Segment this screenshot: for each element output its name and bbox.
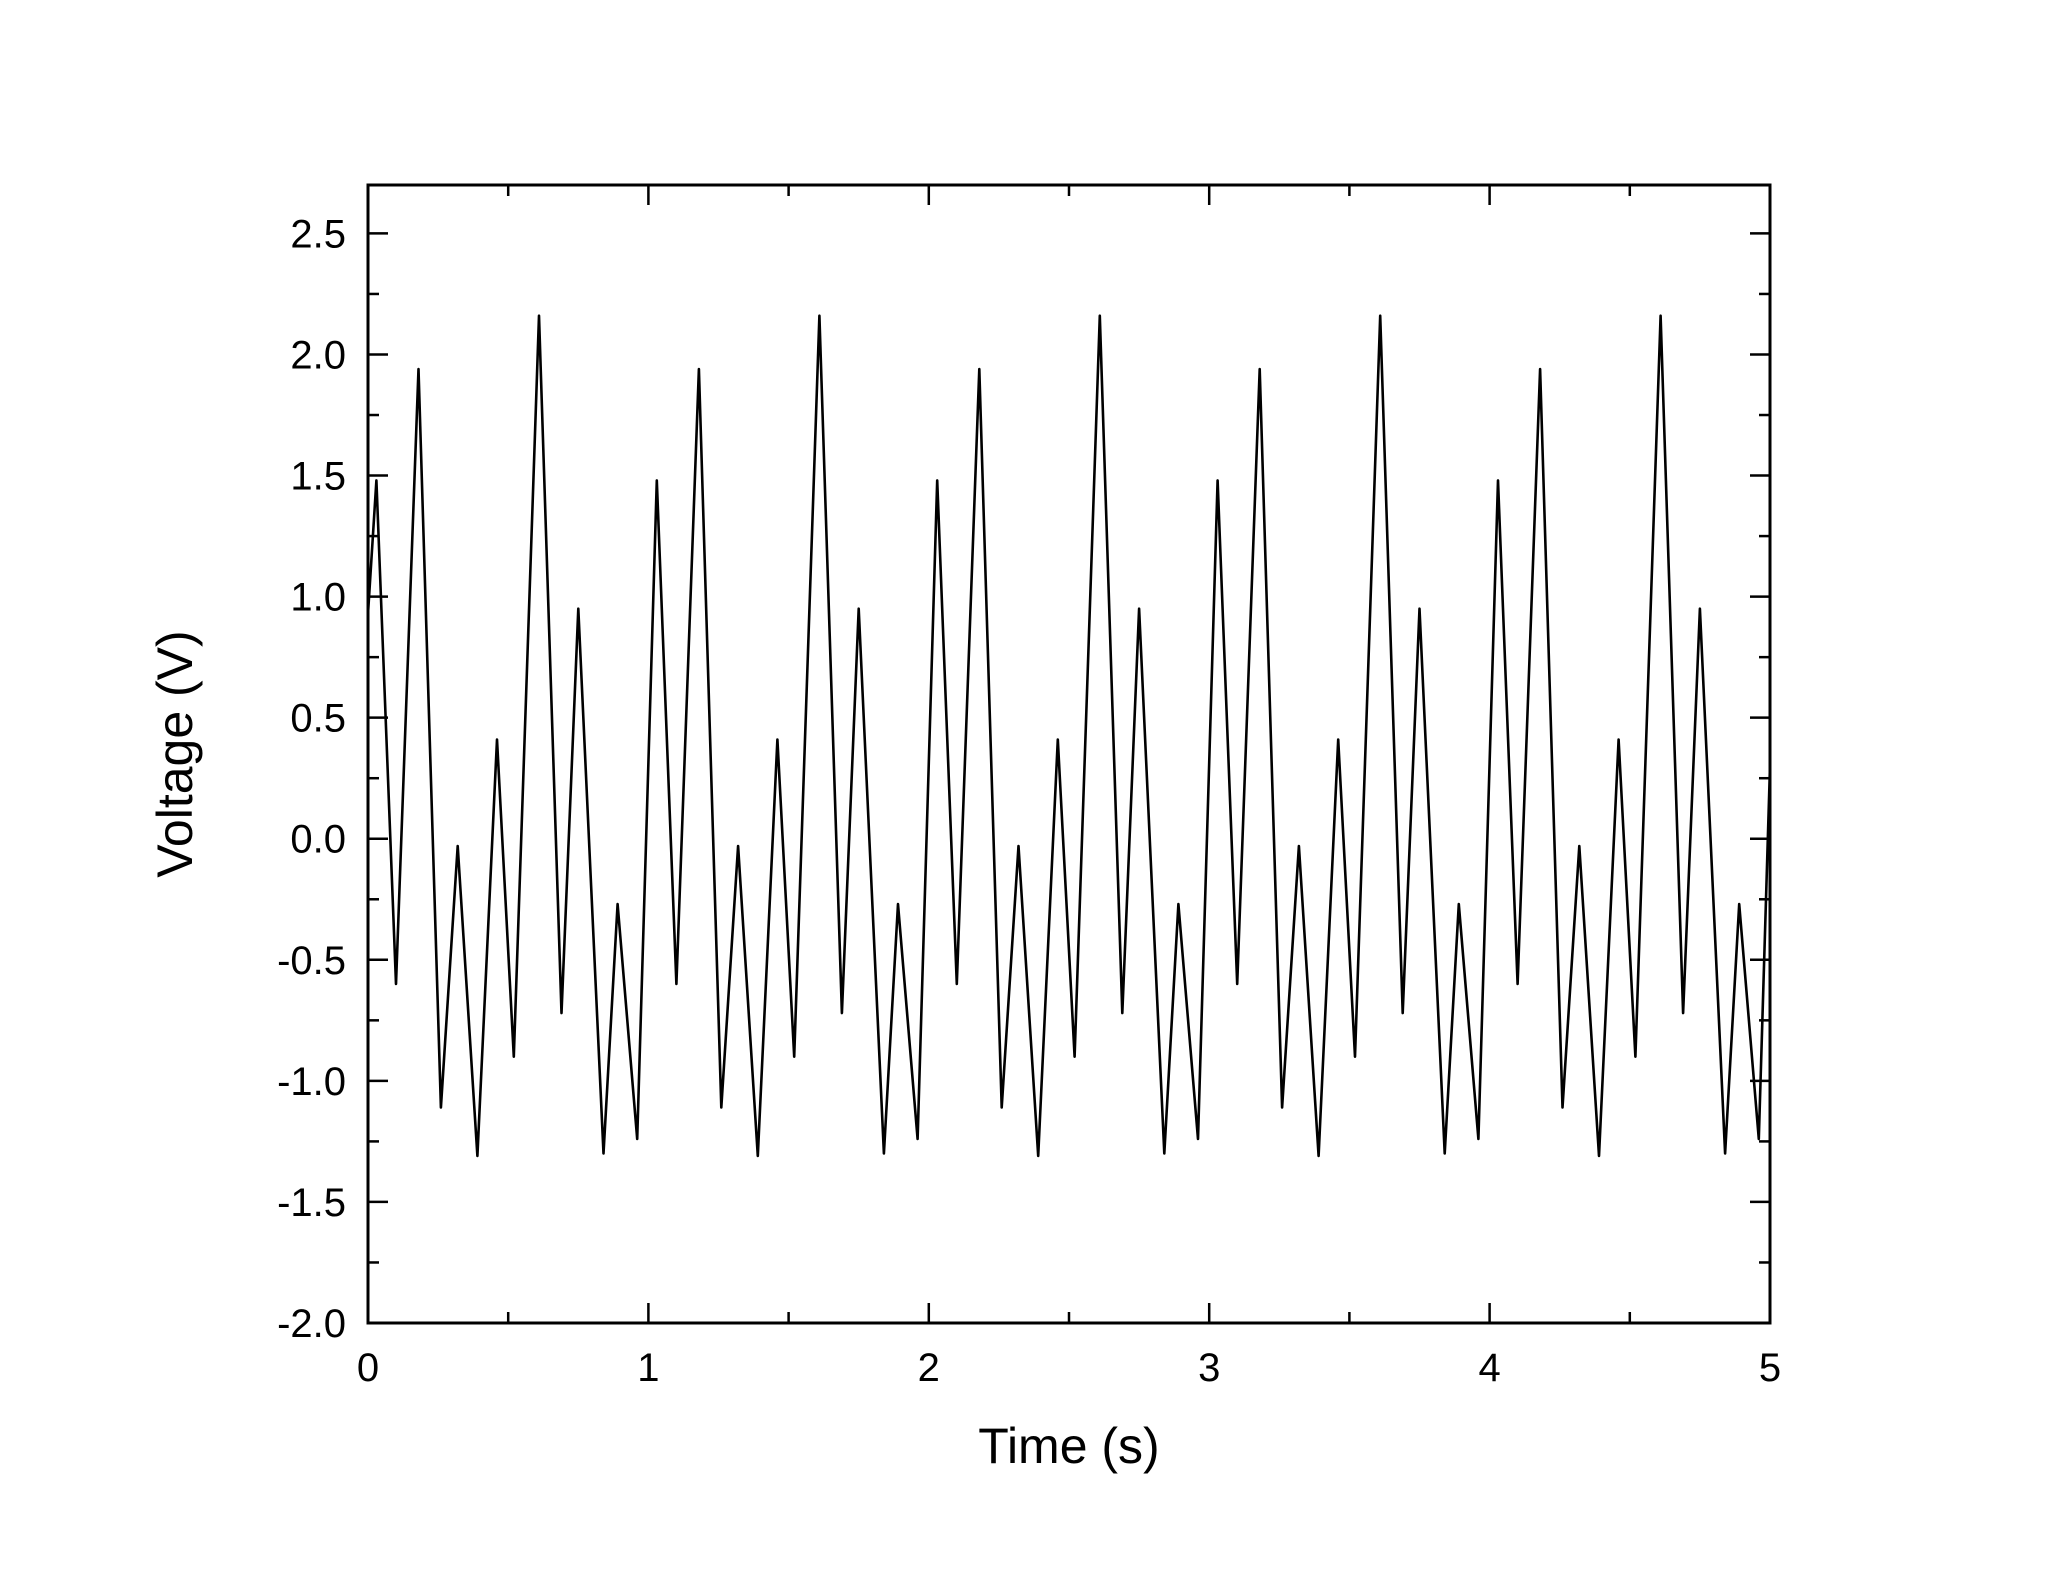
y-tick-label: 1.0 bbox=[290, 576, 346, 620]
y-tick-label: 2.0 bbox=[290, 333, 346, 377]
y-tick-label: 1.5 bbox=[290, 455, 346, 499]
y-tick-label: -1.0 bbox=[277, 1060, 346, 1104]
x-tick-label: 4 bbox=[1478, 1346, 1500, 1390]
y-tick-label: -1.5 bbox=[277, 1181, 346, 1225]
y-tick-label: -2.0 bbox=[277, 1302, 346, 1346]
x-tick-labels: 0 1 2 3 4 5 bbox=[357, 1346, 1781, 1390]
y-axis-title: Voltage (V) bbox=[147, 630, 203, 877]
x-tick-label: 5 bbox=[1759, 1346, 1781, 1390]
y-tick-label: 0.0 bbox=[290, 818, 346, 862]
x-axis-title: Time (s) bbox=[978, 1418, 1159, 1474]
y-tick-label: 2.5 bbox=[290, 212, 346, 256]
x-tick-label: 0 bbox=[357, 1346, 379, 1390]
x-tick-label: 1 bbox=[637, 1346, 659, 1390]
y-tick-label: 0.5 bbox=[290, 697, 346, 741]
x-tick-label: 2 bbox=[918, 1346, 940, 1390]
tick-marks bbox=[366, 185, 1772, 1325]
y-tick-label: -0.5 bbox=[277, 939, 346, 983]
data-layer bbox=[366, 314, 1772, 1158]
plot-frame bbox=[366, 183, 1772, 1325]
y-tick-labels: -2.0 -1.5 -1.0 -0.5 0.0 0.5 1.0 1.5 2.0 2.5 bbox=[277, 212, 346, 1346]
x-tick-label: 3 bbox=[1198, 1346, 1220, 1390]
series-line-0 bbox=[366, 314, 1772, 1158]
